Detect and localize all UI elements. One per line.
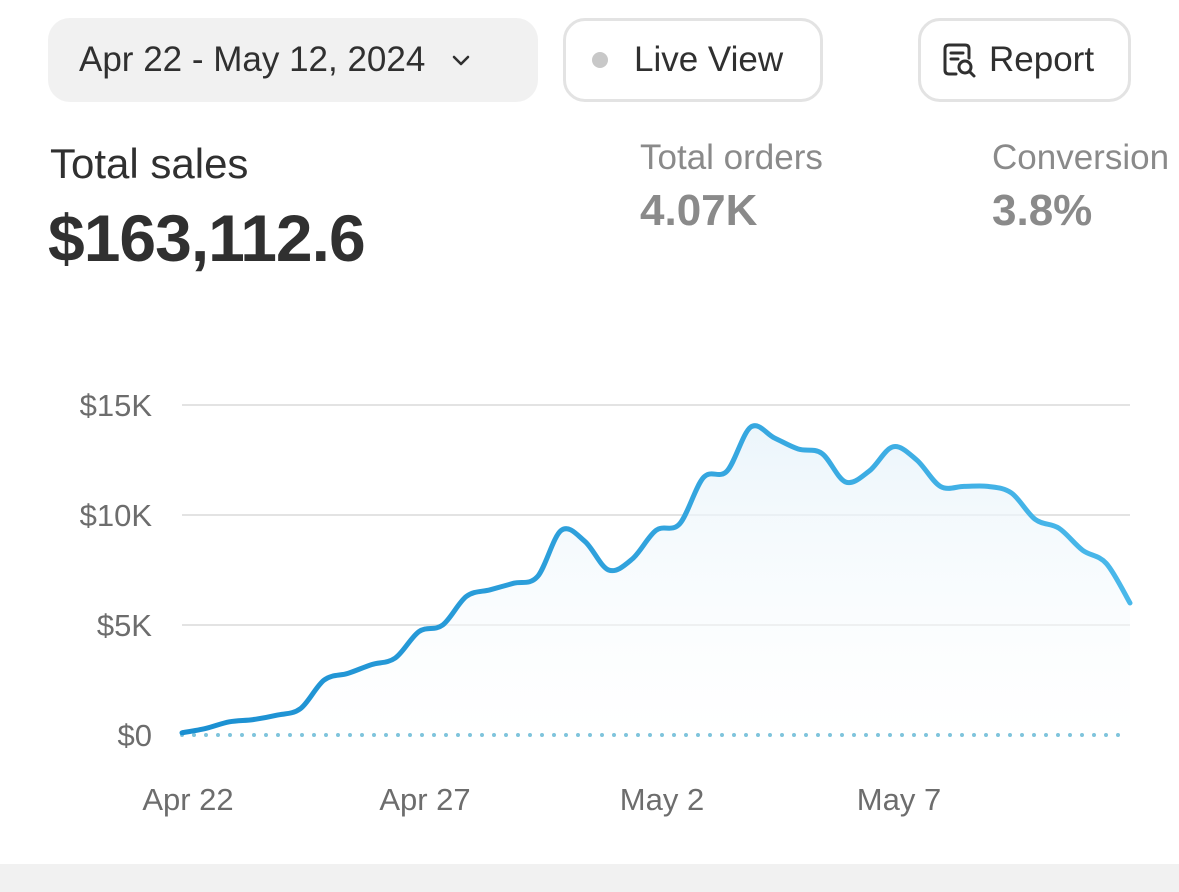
sales-line-chart[interactable]: $0 $5K $10K $15K Apr 22 Apr 27 May 2 May 7 bbox=[0, 380, 1179, 820]
total-orders-value: 4.07K bbox=[640, 186, 758, 235]
status-dot-icon bbox=[592, 52, 608, 68]
date-range-picker[interactable]: Apr 22 - May 12, 2024 bbox=[48, 18, 538, 102]
report-button[interactable]: Report bbox=[918, 18, 1131, 102]
total-sales-value: $163,112.6 bbox=[48, 201, 366, 275]
x-tick-label: May 2 bbox=[620, 782, 704, 817]
x-tick-label: Apr 27 bbox=[379, 782, 470, 817]
conversion-value: 3.8% bbox=[992, 186, 1093, 235]
sales-series-line bbox=[179, 423, 1133, 736]
live-view-button[interactable]: Live View bbox=[563, 18, 823, 102]
y-tick-label: $0 bbox=[118, 718, 152, 753]
sales-area-fill bbox=[182, 425, 1130, 735]
report-label: Report bbox=[989, 40, 1095, 79]
report-icon bbox=[943, 43, 976, 78]
live-view-label: Live View bbox=[634, 40, 784, 79]
y-tick-label: $15K bbox=[80, 388, 153, 423]
x-tick-label: May 7 bbox=[857, 782, 941, 817]
chevron-down-icon bbox=[453, 55, 470, 66]
footer-band bbox=[0, 864, 1179, 892]
total-sales-label[interactable]: Total sales bbox=[50, 140, 249, 187]
date-range-label: Apr 22 - May 12, 2024 bbox=[79, 40, 426, 79]
y-tick-label: $10K bbox=[80, 498, 153, 533]
y-tick-label: $5K bbox=[97, 608, 152, 643]
conversion-label[interactable]: Conversion bbox=[992, 138, 1170, 177]
x-tick-label: Apr 22 bbox=[142, 782, 233, 817]
total-orders-label[interactable]: Total orders bbox=[640, 138, 823, 177]
